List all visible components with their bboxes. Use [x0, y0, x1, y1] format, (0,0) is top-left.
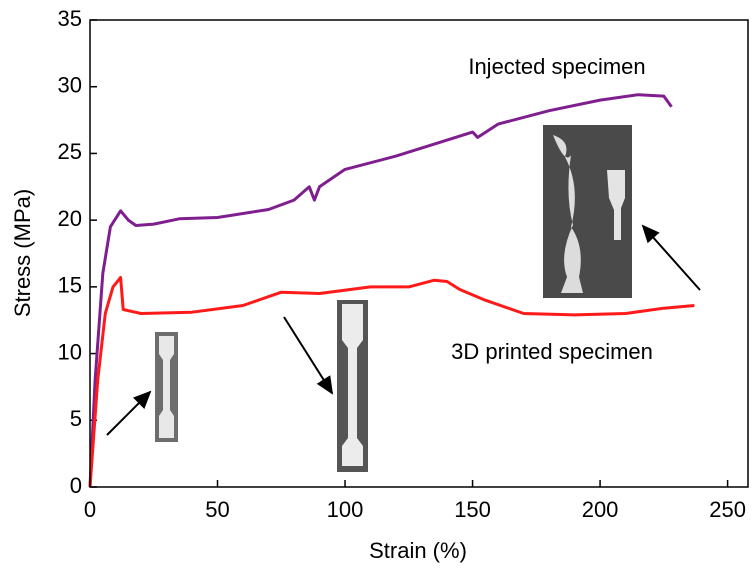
photos — [155, 125, 632, 472]
y-axis-title: Stress (MPa) — [10, 189, 35, 317]
arrow — [641, 224, 701, 291]
arrow — [106, 390, 152, 436]
y-tick-label: 35 — [58, 6, 82, 31]
y-tick-label: 10 — [58, 339, 82, 364]
x-axis-title: Strain (%) — [369, 538, 467, 563]
x-tick-label: 200 — [582, 497, 619, 522]
annotation: Injected specimen — [468, 54, 645, 79]
x-tick-label: 50 — [205, 497, 229, 522]
data-line — [88, 276, 695, 488]
arrows — [106, 224, 701, 436]
y-tick-label: 30 — [58, 73, 82, 98]
data-line — [88, 93, 673, 488]
arrow — [283, 316, 334, 395]
y-tick-label: 20 — [58, 206, 82, 231]
x-tick-label: 100 — [327, 497, 364, 522]
x-tick-label: 250 — [709, 497, 746, 522]
photo-shape — [342, 304, 363, 466]
y-tick-label: 15 — [58, 273, 82, 298]
y-tick-label: 25 — [58, 139, 82, 164]
x-tick-label: 0 — [84, 497, 96, 522]
x-tick-label: 150 — [454, 497, 491, 522]
y-tick-label: 5 — [70, 406, 82, 431]
annotation: 3D printed specimen — [451, 339, 653, 364]
photo-shape — [607, 170, 625, 240]
y-tick-label: 0 — [70, 473, 82, 498]
photo-shape — [159, 336, 174, 438]
plot-frame — [89, 19, 749, 488]
photo-shape — [553, 135, 583, 293]
